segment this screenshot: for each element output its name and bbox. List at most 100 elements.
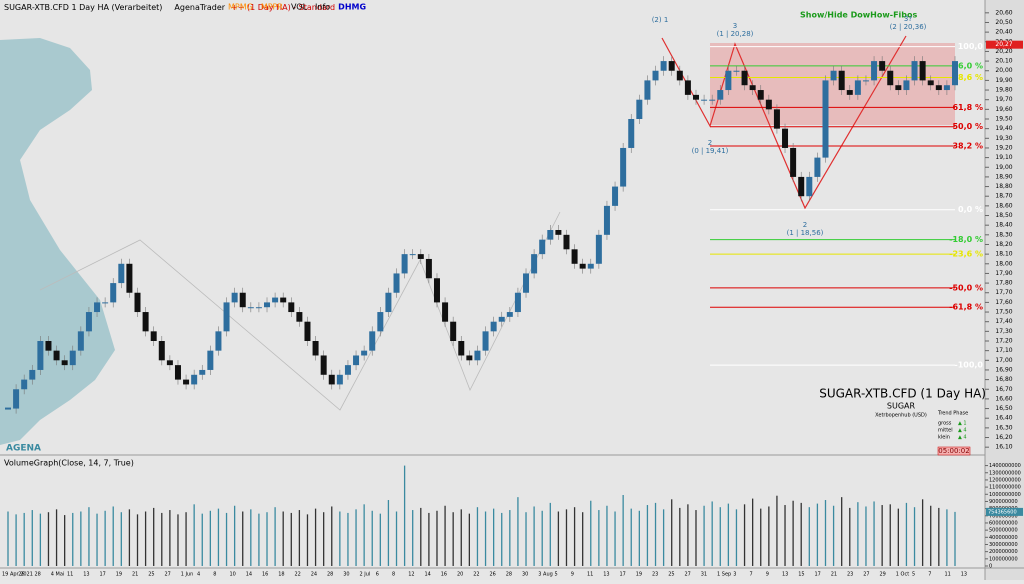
timer: 05:00:02 (938, 447, 969, 455)
candle (644, 80, 651, 100)
candle (498, 316, 505, 322)
y-tick-label: 19,80 (995, 87, 1012, 94)
template: ++ (1 Day HA) - Standard (231, 3, 335, 12)
candle (628, 119, 635, 148)
volume-tick-label: 400000000 (989, 535, 1018, 541)
instrument: SUGAR-XTB.CFD 1 Day HA (Verarbeitet) (4, 3, 162, 12)
volume-tag (986, 507, 1023, 516)
candle (490, 321, 497, 332)
x-tick-label: 17 (100, 572, 106, 578)
volume-tick-label: 1200000000 (989, 477, 1021, 483)
x-tick-label: 12 (408, 572, 414, 578)
x-tick-label: 11 (587, 572, 593, 578)
candle (288, 302, 295, 313)
y-tick-label: 17,00 (995, 357, 1012, 364)
candle (717, 90, 724, 100)
pivot-label: (1 | 18,56) (787, 229, 824, 237)
y-tick-label: 17,70 (995, 289, 1012, 296)
candle (571, 249, 578, 264)
candle (102, 302, 109, 304)
candle (595, 234, 602, 264)
candle (110, 283, 117, 303)
y-tick-label: 18,90 (995, 173, 1012, 180)
x-tick-label: 24 (311, 572, 317, 578)
volume-tag-label: 754365600 (988, 509, 1017, 515)
x-tick-label: 7 (750, 572, 753, 578)
candle (652, 70, 659, 81)
candle (765, 99, 772, 110)
pivot-label: 3 (733, 22, 737, 30)
y-tick-label: 17,20 (995, 338, 1012, 345)
volume-profile (0, 38, 115, 445)
candle (709, 99, 716, 101)
candle (304, 321, 311, 341)
candle (296, 312, 303, 322)
candle (620, 147, 627, 187)
candle (377, 312, 384, 332)
y-tick-label: 16,60 (995, 395, 1012, 402)
candle (255, 307, 262, 309)
candle (328, 374, 335, 385)
y-tick-label: 18,00 (995, 260, 1012, 267)
y-tick-label: 17,80 (995, 280, 1012, 287)
volume-tick-label: 100000000 (989, 556, 1018, 562)
y-tick-label: 20,00 (995, 67, 1012, 74)
fib-label: 0,0 % (958, 205, 983, 214)
x-tick-label: 5 (912, 572, 915, 578)
header-item: MPMG (228, 3, 253, 12)
y-tick-label: 18,20 (995, 241, 1012, 248)
y-tick-label: 19,10 (995, 154, 1012, 161)
volume-tick-label: 1100000000 (989, 485, 1021, 491)
x-tick-label: 23 (847, 572, 853, 578)
y-tick-label: 19,60 (995, 106, 1012, 113)
candle (361, 350, 368, 356)
x-tick-label: 4 Mai (51, 572, 65, 578)
candle (555, 230, 562, 235)
y-tick-label: 16,90 (995, 366, 1012, 373)
candle (385, 292, 392, 313)
candle (636, 99, 643, 119)
candle (247, 307, 254, 309)
candle (692, 94, 699, 100)
candle (264, 302, 271, 308)
candle (612, 186, 619, 206)
candle (846, 90, 853, 95)
candle (401, 254, 408, 274)
y-tick-label: 16,70 (995, 386, 1012, 393)
x-tick-label: 11 (67, 572, 73, 578)
y-tick-label: 20,40 (995, 29, 1012, 36)
candle (782, 128, 789, 148)
x-tick-label: 8 (213, 572, 216, 578)
trend-title: Trend Phase (937, 411, 968, 417)
candle (199, 369, 206, 375)
fib-label: -23,6 % (949, 250, 983, 259)
price-tag-label: 20,27 (995, 41, 1012, 48)
candle (871, 61, 878, 81)
candle (514, 292, 521, 313)
x-tick-label: 25 (148, 572, 154, 578)
candle (911, 61, 918, 81)
fib-label: 50,0 % (952, 122, 983, 131)
candle (563, 234, 570, 250)
candle (927, 80, 934, 86)
y-tick-label: 16,20 (995, 434, 1012, 441)
y-tick-label: 16,80 (995, 376, 1012, 383)
candle (854, 80, 861, 95)
candle (547, 230, 554, 240)
x-tick-label: 3 (733, 572, 736, 578)
candle (280, 297, 287, 303)
fib-label: -100,0 (954, 361, 983, 370)
y-tick-label: 19,90 (995, 77, 1012, 84)
fib-toggle[interactable]: Show/Hide DowHow-Fibos (800, 11, 918, 20)
x-tick-label: 15 (798, 572, 804, 578)
zigzag-history (39, 211, 561, 411)
pivot-label: (2) 1 (652, 16, 669, 24)
candle (603, 205, 610, 235)
x-tick-label: 9 (766, 572, 769, 578)
volume-tick-label: 300000000 (989, 542, 1018, 548)
candle (312, 341, 319, 356)
fib-zone (710, 43, 955, 125)
candle (442, 302, 449, 322)
